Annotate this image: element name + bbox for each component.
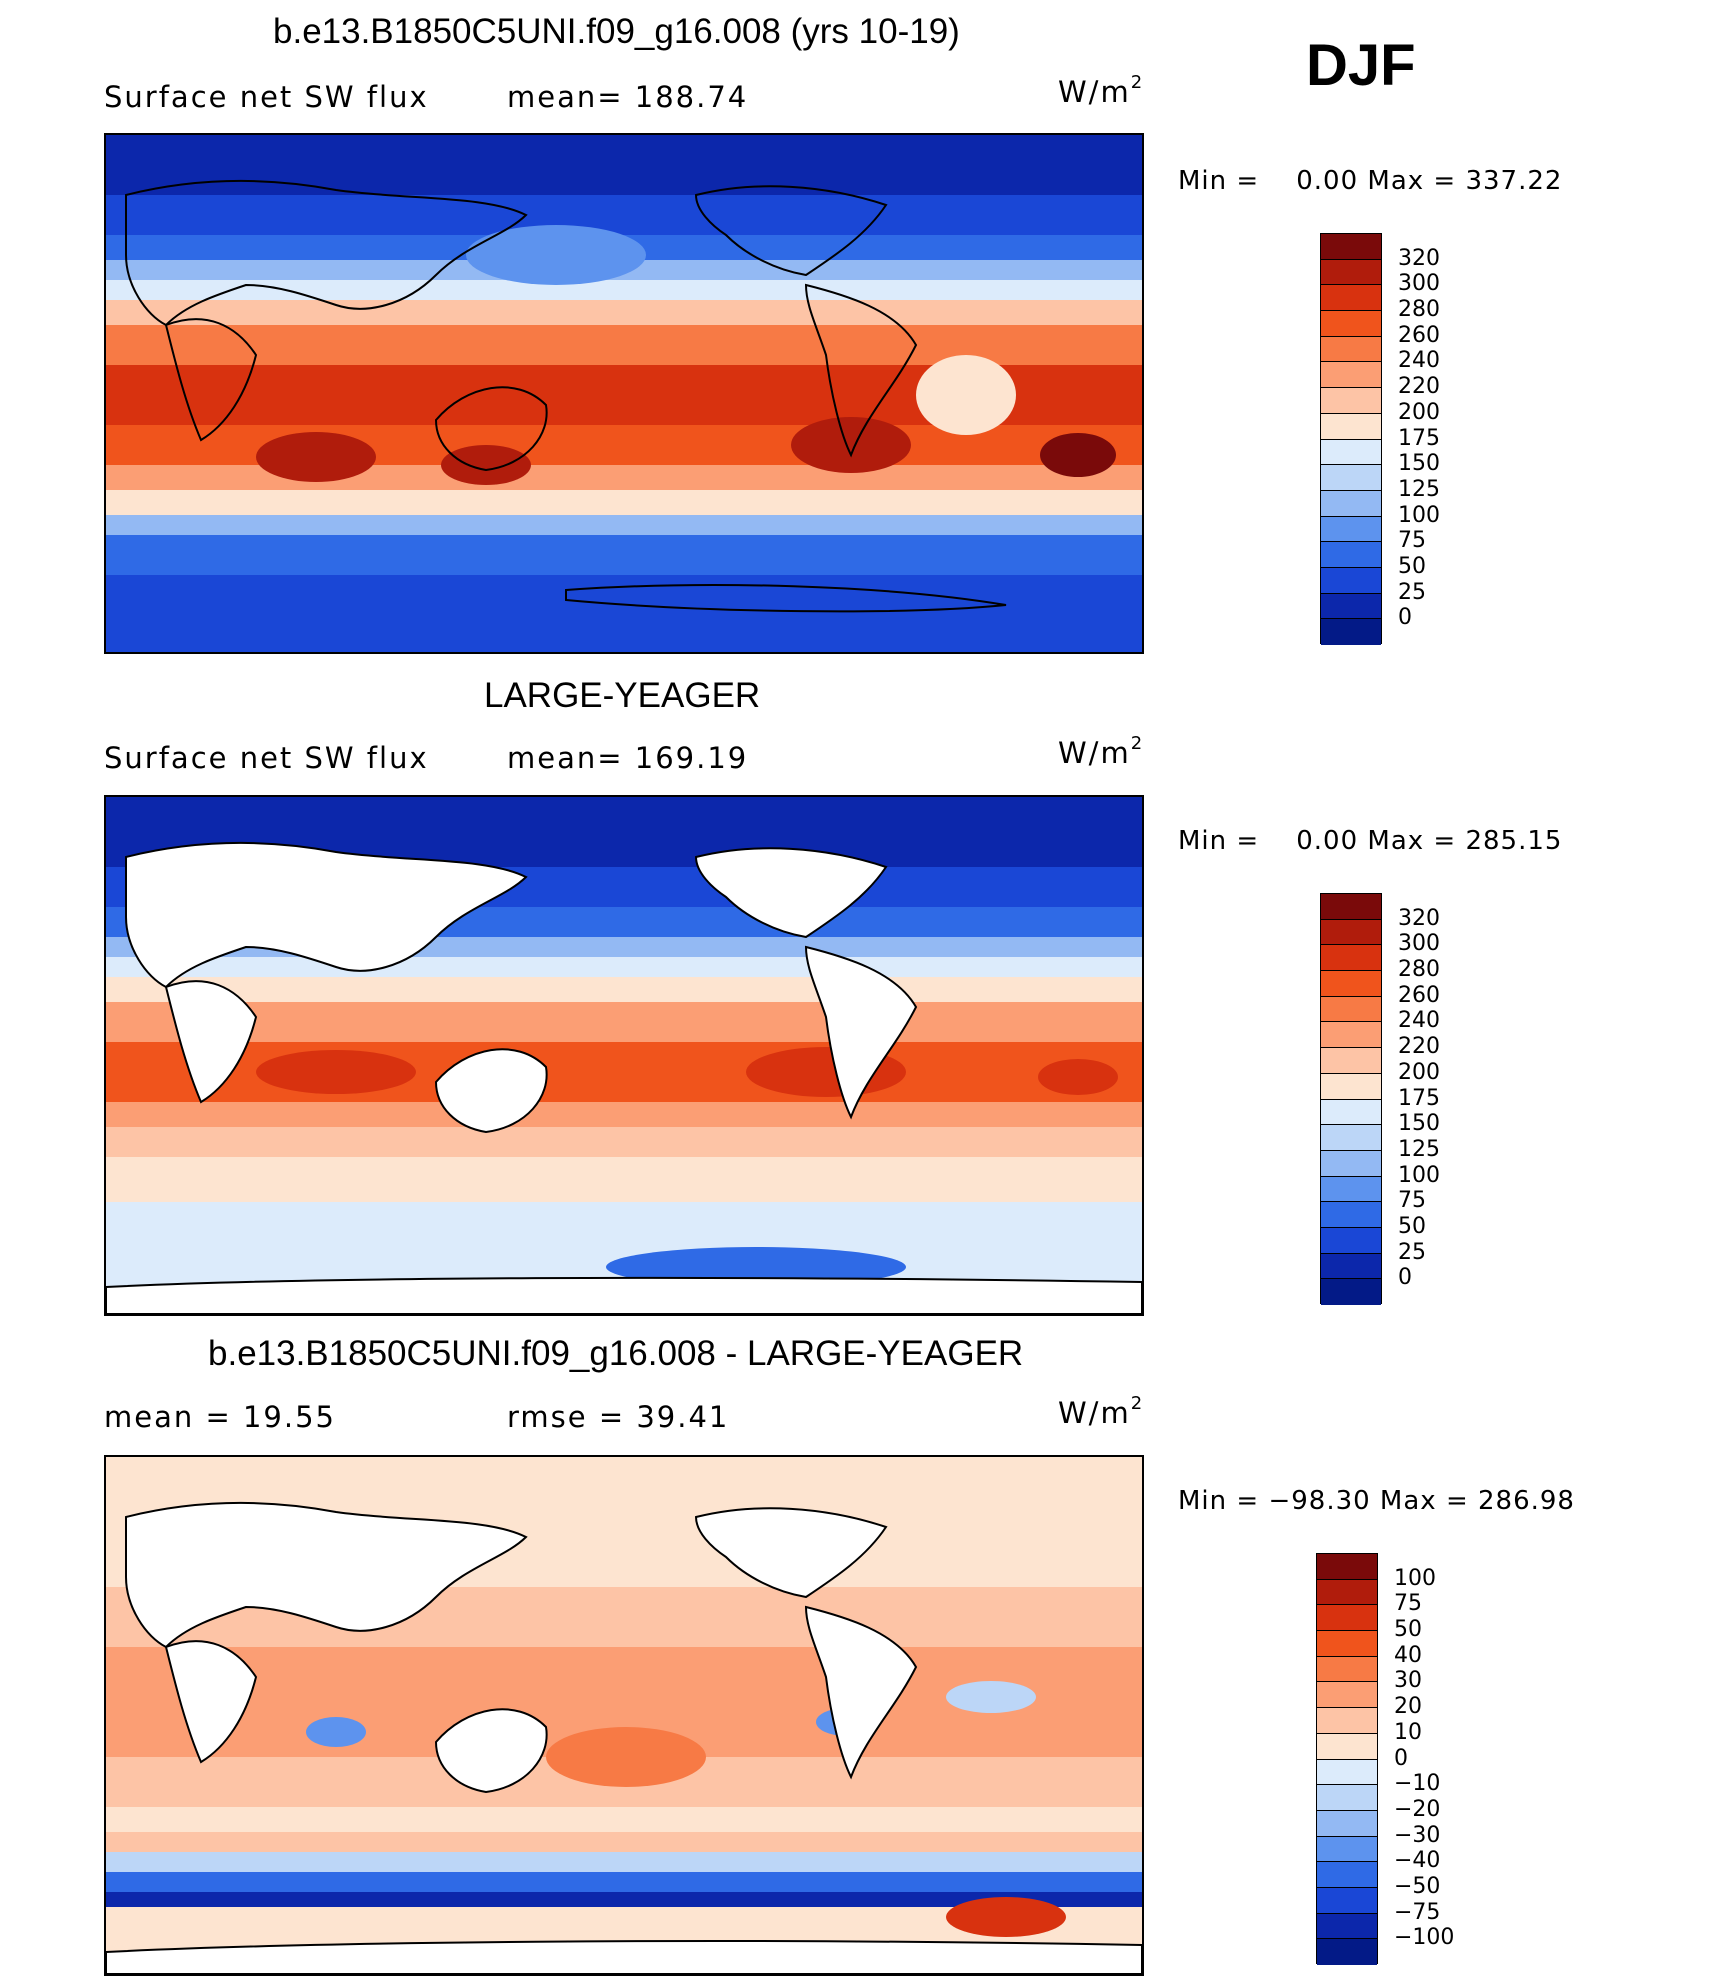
colorbar-tick-label: 260	[1398, 322, 1440, 348]
panel1-variable: Surface net SW flux	[104, 80, 429, 114]
panel3-rmse: rmse = 39.41	[507, 1400, 730, 1434]
panel3-title: b.e13.B1850C5UNI.f09_g16.008 - LARGE-YEA…	[208, 1334, 1024, 1373]
colorbar-tick-label: 220	[1398, 374, 1440, 400]
colorbar-tick-label: 300	[1398, 271, 1440, 297]
colorbar-tick-label: 300	[1398, 931, 1440, 957]
colorbar-tick-label: 30	[1394, 1668, 1422, 1694]
panel3-map	[104, 1455, 1144, 1976]
panel1-minmax: Min = 0.00 Max = 337.22	[1178, 166, 1563, 196]
colorbar-tick-label: 0	[1398, 605, 1412, 631]
panel3-units: W/m2	[1058, 1393, 1143, 1430]
colorbar-tick-label: 150	[1398, 451, 1440, 477]
colorbar-tick-label: 0	[1394, 1745, 1408, 1771]
colorbar-tick-label: 280	[1398, 957, 1440, 983]
colorbar-tick-label: 260	[1398, 982, 1440, 1008]
colorbar-tick-label: −10	[1394, 1771, 1441, 1797]
colorbar-tick-label: 100	[1398, 1162, 1440, 1188]
panel1-map	[104, 133, 1144, 654]
panel2-minmax: Min = 0.00 Max = 285.15	[1178, 826, 1563, 856]
panel2-title: LARGE-YEAGER	[484, 676, 761, 715]
colorbar-tick-label: 200	[1398, 1059, 1440, 1085]
panel2-mean: mean= 169.19	[507, 741, 749, 775]
colorbar-tick-label: 50	[1398, 1213, 1426, 1239]
colorbar-tick-label: 40	[1394, 1642, 1422, 1668]
colorbar-tick-label: 150	[1398, 1111, 1440, 1137]
season-label: DJF	[1306, 33, 1416, 98]
colorbar-tick-label: 220	[1398, 1034, 1440, 1060]
colorbar-tick-label: 200	[1398, 399, 1440, 425]
colorbar-tick-label: 100	[1398, 502, 1440, 528]
colorbar-tick-label: 125	[1398, 1136, 1440, 1162]
colorbar-tick-label: 0	[1398, 1265, 1412, 1291]
panel3-minmax: Min = −98.30 Max = 286.98	[1178, 1486, 1575, 1516]
colorbar-tick-label: 75	[1398, 1188, 1426, 1214]
panel2-map	[104, 795, 1144, 1316]
colorbar-tick-label: 75	[1398, 528, 1426, 554]
colorbar-tick-label: 25	[1398, 579, 1426, 605]
colorbar-tick-label: −30	[1394, 1822, 1441, 1848]
panel2-units: W/m2	[1058, 733, 1143, 770]
panel2-colorbar	[1320, 893, 1382, 1305]
colorbar-tick-label: 20	[1394, 1694, 1422, 1720]
panel1-mean: mean= 188.74	[507, 80, 749, 114]
colorbar-tick-label: 280	[1398, 297, 1440, 323]
colorbar-tick-label: 10	[1394, 1719, 1422, 1745]
colorbar-tick-label: −100	[1394, 1925, 1455, 1951]
panel1-colorbar	[1320, 233, 1382, 645]
colorbar-tick-label: 240	[1398, 348, 1440, 374]
colorbar-tick-label: 320	[1398, 245, 1440, 271]
colorbar-tick-label: −75	[1394, 1899, 1441, 1925]
colorbar-tick-label: 320	[1398, 905, 1440, 931]
panel3-mean: mean = 19.55	[104, 1400, 336, 1434]
colorbar-tick-label: 75	[1394, 1591, 1422, 1617]
colorbar-tick-label: 50	[1398, 553, 1426, 579]
colorbar-tick-label: 50	[1394, 1617, 1422, 1643]
colorbar-tick-label: 100	[1394, 1565, 1436, 1591]
colorbar-tick-label: 25	[1398, 1239, 1426, 1265]
colorbar-tick-label: −50	[1394, 1873, 1441, 1899]
colorbar-tick-label: −20	[1394, 1796, 1441, 1822]
panel3-colorbar	[1316, 1553, 1378, 1965]
colorbar-tick-label: 175	[1398, 1085, 1440, 1111]
panel1-units: W/m2	[1058, 72, 1143, 109]
panel2-variable: Surface net SW flux	[104, 741, 429, 775]
colorbar-tick-label: 125	[1398, 476, 1440, 502]
colorbar-tick-label: 240	[1398, 1008, 1440, 1034]
colorbar-tick-label: −40	[1394, 1848, 1441, 1874]
colorbar-tick-label: 175	[1398, 425, 1440, 451]
panel1-title: b.e13.B1850C5UNI.f09_g16.008 (yrs 10-19)	[273, 12, 960, 51]
